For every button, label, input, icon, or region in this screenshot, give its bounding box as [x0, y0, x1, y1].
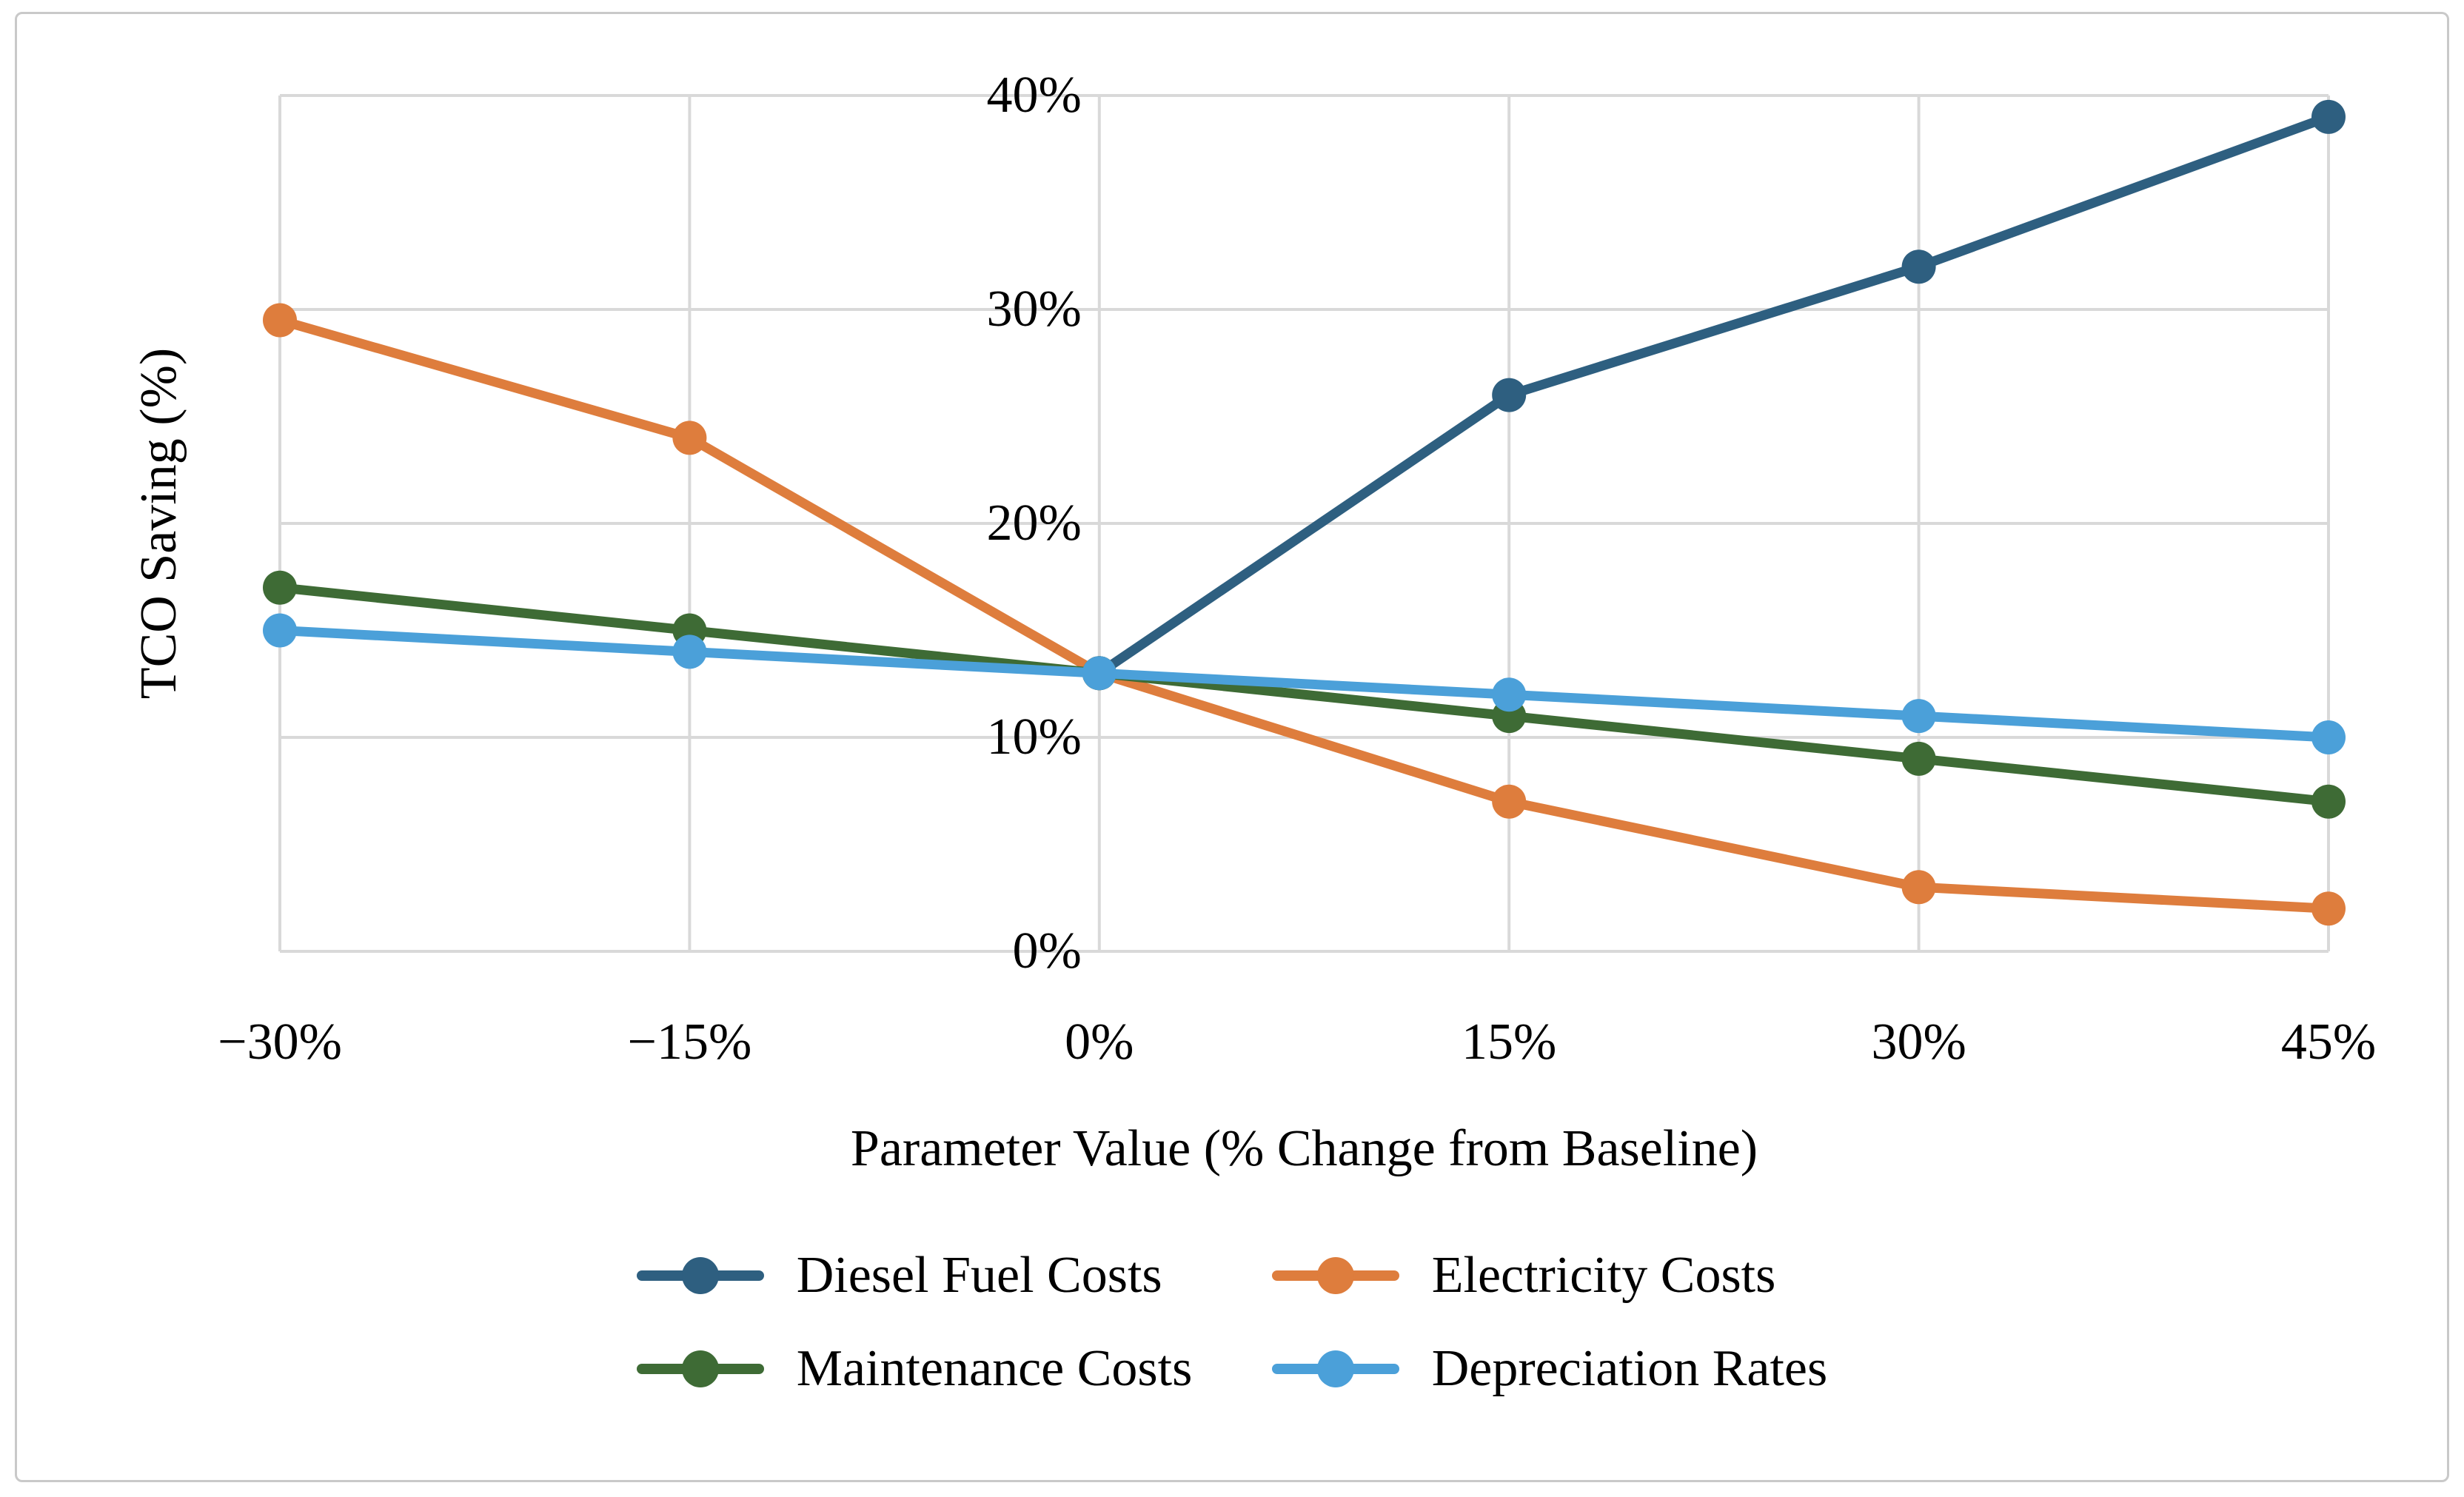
series-line-maintenance-costs [275, 583, 2334, 807]
y-axis-title: TCO Saving (%) [130, 347, 187, 700]
y-tick-label: 10% [986, 709, 1082, 766]
legend-line-marker-icon [636, 1257, 764, 1294]
data-point-depreciation-rates [263, 613, 297, 648]
data-point-electricity-costs [1901, 870, 1936, 905]
data-point-depreciation-rates [2311, 720, 2346, 754]
y-tick-label: 30% [986, 281, 1082, 338]
data-point-diesel-fuel-costs [2311, 99, 2346, 134]
series-maintenance-costs [263, 570, 2346, 819]
legend-dot [681, 1350, 719, 1387]
legend-label: Electricity Costs [1431, 1247, 1776, 1304]
legend-line-marker-icon [636, 1350, 764, 1387]
data-point-electricity-costs [1492, 784, 1527, 819]
legend-grid: Diesel Fuel Costs Electricity Costs Mainte… [636, 1247, 1828, 1397]
data-point-maintenance-costs [2311, 784, 2346, 819]
data-point-electricity-costs [2311, 891, 2346, 926]
y-tick-label: 0% [1012, 922, 1082, 979]
legend: Diesel Fuel Costs Electricity Costs Mainte… [0, 1250, 2464, 1395]
data-point-maintenance-costs [1901, 741, 1936, 776]
series-depreciation-rates [263, 613, 2346, 754]
data-point-maintenance-costs [263, 570, 297, 605]
legend-dot [681, 1257, 719, 1294]
x-tick-label: 45% [2280, 1014, 2377, 1071]
legend-item-maintenance-costs: Maintenance Costs [636, 1340, 1272, 1397]
legend-line-marker-icon [1271, 1350, 1399, 1387]
x-tick-label: 15% [1462, 1014, 1557, 1071]
legend-line-marker-icon [1271, 1257, 1399, 1294]
gridlines [278, 94, 2330, 953]
data-point-depreciation-rates [1492, 677, 1527, 712]
legend-item-electricity-costs: Electricity Costs [1271, 1247, 1828, 1304]
legend-label: Diesel Fuel Costs [796, 1247, 1162, 1304]
x-axis-title: Parameter Value (% Change from Baseline) [850, 1120, 1758, 1177]
x-tick-label: −30% [218, 1014, 342, 1071]
data-point-depreciation-rates [1082, 656, 1116, 691]
series-line-diesel-fuel-costs [1094, 112, 2334, 678]
x-tick-label: −15% [627, 1014, 752, 1071]
legend-dot [1316, 1257, 1354, 1294]
data-point-diesel-fuel-costs [1901, 250, 1936, 284]
series-line-electricity-costs [275, 315, 2334, 914]
x-tick-label: 30% [1871, 1014, 1966, 1071]
data-point-electricity-costs [263, 303, 297, 338]
data-point-depreciation-rates [672, 634, 707, 669]
legend-label: Maintenance Costs [796, 1340, 1193, 1397]
data-point-diesel-fuel-costs [1492, 378, 1527, 412]
legend-dot [1316, 1350, 1354, 1387]
y-tick-label: 20% [986, 495, 1082, 552]
data-point-depreciation-rates [1901, 699, 1936, 734]
legend-item-depreciation-rates: Depreciation Rates [1271, 1340, 1828, 1397]
y-tick-label: 40% [986, 67, 1082, 124]
series-line-depreciation-rates [275, 626, 2334, 743]
x-tick-label: 0% [1065, 1014, 1134, 1071]
legend-label: Depreciation Rates [1431, 1340, 1828, 1397]
series-diesel-fuel-costs [1082, 99, 2346, 691]
data-point-electricity-costs [672, 421, 707, 455]
legend-item-diesel-fuel-costs: Diesel Fuel Costs [636, 1247, 1272, 1304]
